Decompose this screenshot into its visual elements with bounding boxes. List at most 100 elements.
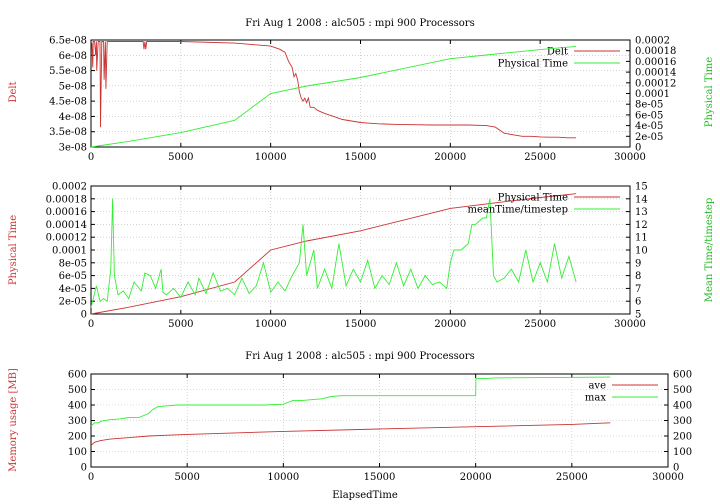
x-tick-label: 5000	[174, 472, 199, 483]
y-tick-label: 4.5e-08	[49, 97, 87, 108]
y2-tick-label: 100	[673, 447, 692, 458]
legend-label: Physical Time	[498, 59, 568, 70]
x-tick-label: 15000	[364, 472, 396, 483]
y2-tick-label: 0	[635, 143, 641, 154]
y-tick-label: 5e-08	[59, 81, 87, 92]
series-line-ave	[90, 422, 611, 446]
x-tick-label: 5000	[168, 319, 193, 330]
y-tick-label: 0.00012	[46, 233, 87, 244]
y-tick-label: 0	[81, 310, 87, 321]
y2-tick-label: 400	[673, 401, 692, 412]
y-tick-label: 0.00014	[46, 220, 87, 231]
x-tick-label: 25000	[556, 472, 588, 483]
y2-tick-label: 0.00014	[635, 68, 676, 79]
y-axis-label: Memory usage [MB]	[8, 368, 19, 472]
y2-tick-label: 6	[635, 297, 641, 308]
y-tick-label: 2e-05	[59, 297, 87, 308]
y-tick-label: 0.0001	[52, 246, 87, 257]
y-tick-label: 600	[68, 370, 87, 381]
y-tick-label: 4e-08	[59, 112, 87, 123]
y2-tick-label: 8	[635, 271, 641, 282]
panel-physical-time: Physical Time Mean Time/timestep 0 5000 10…	[8, 182, 715, 331]
y-tick-label: 6e-08	[59, 51, 87, 62]
y-tick-label: 0.00016	[46, 207, 87, 218]
y-axis-label: Physical Time	[8, 215, 19, 285]
panel-delt: Fri Aug 1 2008 : alc505 : mpi 900 Proces…	[8, 18, 715, 163]
x-tick-label: 30000	[614, 319, 646, 330]
x-tick-label: 15000	[345, 152, 377, 163]
series-line-physical-time	[90, 193, 577, 315]
y2-tick-label: 6e-05	[635, 110, 663, 121]
x-tick-label: 20000	[434, 319, 466, 330]
y2-tick-label: 0.00016	[635, 57, 676, 68]
x-tick-label: 10000	[255, 319, 287, 330]
y-tick-label: 6e-05	[59, 271, 87, 282]
x-tick-label: 10000	[267, 472, 299, 483]
y-tick-label: 200	[68, 432, 87, 443]
y2-axis-label: Physical Time	[704, 57, 715, 127]
y2-tick-label: 9	[635, 258, 641, 269]
y2-tick-label: 13	[635, 207, 648, 218]
y-tick-label: 4e-05	[59, 284, 87, 295]
x-axis-label: ElapsedTime	[332, 490, 398, 501]
y2-tick-label: 7	[635, 284, 641, 295]
y2-tick-label: 600	[673, 370, 692, 381]
x-tick-label: 30000	[652, 472, 684, 483]
x-tick-label: 20000	[460, 472, 492, 483]
series-line-max	[90, 376, 611, 427]
x-tick-label: 0	[88, 319, 94, 330]
y2-axis-label: Mean Time/timestep	[704, 198, 715, 302]
plot-frame	[90, 39, 631, 148]
panel-title: Fri Aug 1 2008 : alc505 : mpi 900 Proces…	[245, 18, 474, 29]
panel-title: Fri Aug 1 2008 : alc505 : mpi 900 Proces…	[245, 351, 474, 362]
y-tick-label: 3.5e-08	[49, 127, 87, 138]
y2-tick-label: 0	[673, 463, 679, 474]
panel-memory: Fri Aug 1 2008 : alc505 : mpi 900 Proces…	[8, 351, 692, 501]
y-tick-label: 5.5e-08	[49, 66, 87, 77]
y2-tick-label: 0.00012	[635, 78, 676, 89]
legend-label: ave	[588, 381, 606, 392]
x-tick-label: 10000	[255, 152, 287, 163]
y-tick-label: 300	[68, 416, 87, 427]
y2-tick-label: 14	[635, 194, 648, 205]
x-tick-label: 25000	[524, 152, 556, 163]
series-line-physical-time	[90, 45, 577, 148]
y-tick-label: 3e-08	[59, 143, 87, 154]
y2-tick-label: 4e-05	[635, 121, 663, 132]
legend-label: max	[585, 393, 606, 404]
y2-tick-label: 11	[635, 233, 648, 244]
y2-tick-label: 0.0002	[635, 36, 670, 47]
y-tick-label: 0.00018	[46, 194, 87, 205]
x-tick-label: 30000	[614, 152, 646, 163]
y2-tick-label: 300	[673, 416, 692, 427]
series-line-delt	[91, 41, 577, 139]
y-tick-label: 6.5e-08	[49, 36, 87, 47]
y-tick-label: 100	[68, 447, 87, 458]
x-tick-label: 15000	[345, 319, 377, 330]
y2-tick-label: 0.0001	[635, 89, 670, 100]
y-tick-label: 0.0002	[52, 182, 87, 193]
x-tick-label: 5000	[168, 152, 193, 163]
y-tick-label: 8e-05	[59, 258, 87, 269]
y-tick-label: 500	[68, 385, 87, 396]
y-tick-label: 0	[81, 463, 87, 474]
y2-tick-label: 0.00018	[635, 46, 676, 57]
x-tick-label: 25000	[524, 319, 556, 330]
y2-tick-label: 15	[635, 182, 648, 193]
y-tick-label: 400	[68, 401, 87, 412]
legend-label: Delt	[547, 47, 568, 58]
x-tick-label: 20000	[434, 152, 466, 163]
plot-frame	[90, 373, 669, 468]
legend-label: Physical Time	[498, 193, 568, 204]
y2-tick-label: 10	[635, 246, 648, 257]
series-line-meantime-timestep	[90, 198, 577, 308]
plot-frame	[90, 185, 631, 315]
legend-label: meanTime/timestep	[467, 205, 568, 216]
y-axis-label: Delt	[8, 81, 19, 102]
y2-tick-label: 5	[635, 310, 641, 321]
x-tick-label: 0	[88, 472, 94, 483]
y2-tick-label: 200	[673, 432, 692, 443]
x-tick-label: 0	[88, 152, 94, 163]
y2-tick-label: 2e-05	[635, 132, 663, 143]
